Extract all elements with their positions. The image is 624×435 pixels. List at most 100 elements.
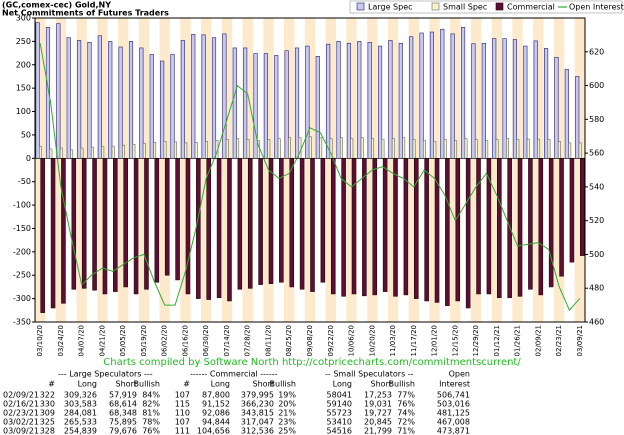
bar <box>277 138 281 159</box>
bar <box>409 36 414 159</box>
table-cell: 20,845 <box>364 418 392 427</box>
bar <box>523 45 528 159</box>
table-cell: 77% <box>397 391 415 400</box>
x-tick-label: 01/12/21 <box>493 325 501 356</box>
table-column: # <box>48 380 55 389</box>
table-cell: 21,799 <box>364 427 392 435</box>
table-column: Bullish <box>270 380 296 389</box>
table-cell: 503,016 <box>437 400 470 409</box>
table-column: Long <box>78 380 97 389</box>
bar <box>506 138 509 159</box>
y2-tick-label: 460 <box>589 318 604 327</box>
band <box>470 18 482 322</box>
bar <box>528 158 533 290</box>
y2-tick-label: 600 <box>589 81 604 90</box>
bar <box>402 137 406 159</box>
table-cell: 481,125 <box>437 409 470 418</box>
bar <box>455 158 461 302</box>
table-cell: 19,031 <box>364 400 392 409</box>
y-tick-label: 50 <box>21 130 31 139</box>
bar <box>443 139 447 159</box>
y2-tick-label: 540 <box>589 182 604 191</box>
bar <box>81 158 87 289</box>
bar <box>170 54 175 159</box>
band <box>284 18 295 322</box>
table-cell: 74% <box>397 409 415 418</box>
table-cell: 82% <box>142 400 160 409</box>
table-cell: 55723 <box>327 409 352 418</box>
table-cell: 25% <box>278 427 296 435</box>
y2-tick-label: 580 <box>589 115 604 124</box>
bar <box>268 158 274 284</box>
bar <box>382 158 388 292</box>
table-group: Open <box>449 370 470 379</box>
bar <box>153 142 157 159</box>
bar <box>216 158 222 298</box>
x-tick-label: 09/08/20 <box>306 325 314 356</box>
table-column: # <box>183 380 190 389</box>
bar <box>175 158 180 281</box>
bar <box>413 158 419 299</box>
bar <box>360 137 364 159</box>
bar <box>419 32 424 159</box>
bar <box>232 47 237 159</box>
band <box>450 18 461 322</box>
y-tick-label: -300 <box>13 294 31 303</box>
bar <box>471 43 476 159</box>
y-tick-label: -250 <box>13 271 31 280</box>
legend-swatch <box>356 2 365 11</box>
bar <box>326 43 331 159</box>
bar <box>497 158 502 298</box>
x-tick-label: 07/14/20 <box>223 325 231 356</box>
bar <box>246 139 250 159</box>
x-tick-label: 03/10/20 <box>36 325 44 356</box>
bar <box>80 147 84 159</box>
table-cell: 21% <box>278 409 296 418</box>
bar <box>423 140 426 159</box>
bar <box>206 158 211 300</box>
bar <box>537 138 541 159</box>
bar <box>492 38 497 159</box>
table-cell: 78% <box>142 418 160 427</box>
y-tick-label: 100 <box>16 107 31 116</box>
bar <box>340 137 343 159</box>
bar <box>381 139 385 159</box>
bar <box>564 69 569 159</box>
bar <box>580 158 585 256</box>
bar <box>330 158 336 295</box>
bar <box>474 139 478 159</box>
bar <box>346 42 351 159</box>
legend-swatch <box>431 2 440 11</box>
x-tick-label: 08/25/20 <box>285 325 293 356</box>
bar <box>35 22 40 159</box>
bar <box>97 35 102 159</box>
table-cell: 59140 <box>327 400 352 409</box>
band <box>553 18 565 322</box>
bar <box>61 158 66 304</box>
x-tick-label: 02/09/21 <box>534 325 542 356</box>
x-tick-label: 04/07/20 <box>78 325 86 356</box>
table-column: Interest <box>439 380 470 389</box>
table-cell: 325 <box>40 418 55 427</box>
bar <box>164 158 170 276</box>
table-cell: 53410 <box>327 418 352 427</box>
bar <box>185 158 191 295</box>
bar <box>388 40 393 159</box>
bar <box>544 48 549 159</box>
bar <box>461 27 466 159</box>
bar <box>267 139 271 159</box>
bar <box>294 47 300 159</box>
table-cell: 79,676 <box>109 427 137 435</box>
table-cell: 322 <box>40 391 55 400</box>
bar <box>336 41 341 159</box>
bar <box>123 158 128 288</box>
bar <box>133 158 139 295</box>
x-tick-label: 12/15/20 <box>451 325 459 356</box>
y-tick-label: -100 <box>13 201 31 210</box>
legend-swatch <box>495 2 504 11</box>
bar <box>377 45 383 159</box>
table-cell: 17,253 <box>364 391 392 400</box>
bar <box>371 138 375 159</box>
y-tick-label: 0 <box>26 154 31 163</box>
bar <box>495 139 499 159</box>
